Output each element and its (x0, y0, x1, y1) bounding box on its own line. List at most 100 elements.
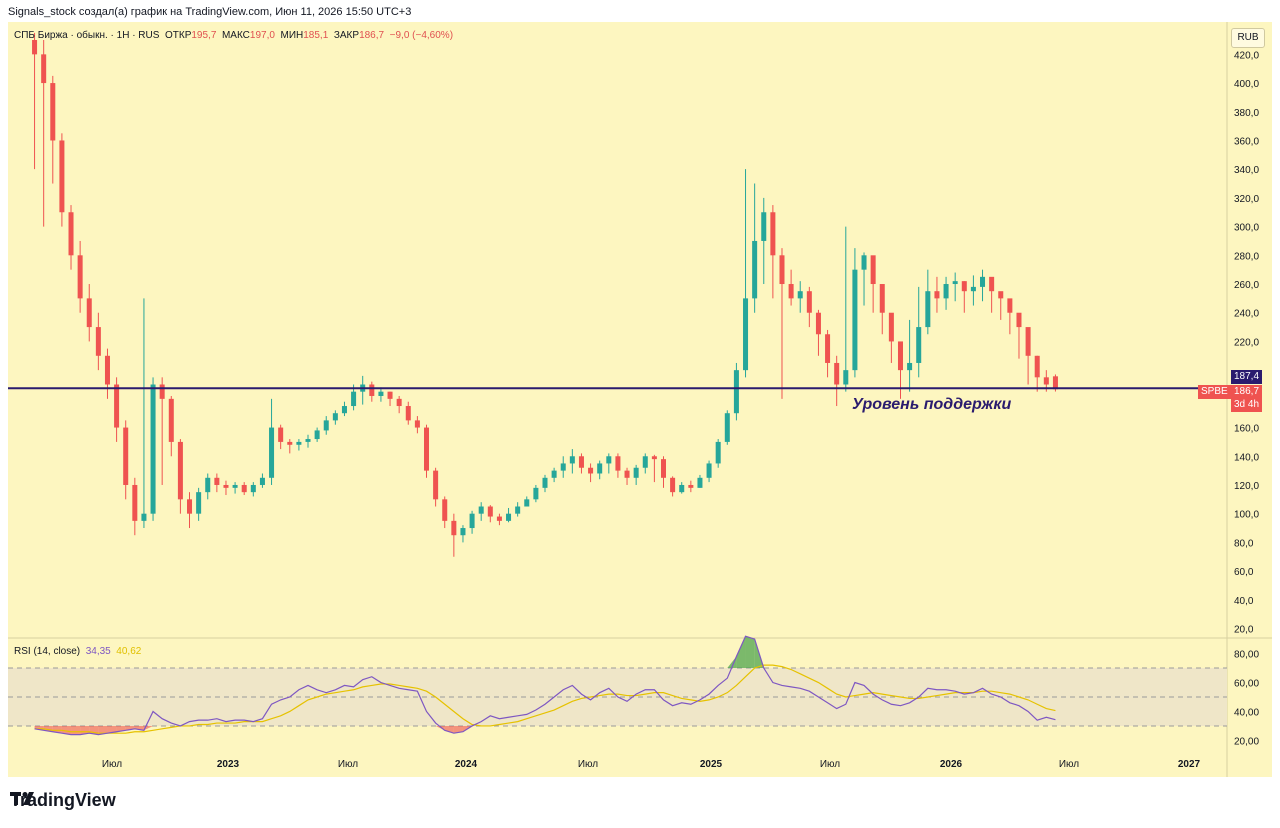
candle-body (296, 441, 302, 445)
candle-body (642, 456, 648, 468)
rsi-overbought-fill (727, 656, 737, 669)
candle-body (369, 384, 375, 396)
candle-body (1034, 355, 1040, 378)
candle-body (825, 334, 831, 363)
rsi-tick-label: 60,00 (1234, 679, 1259, 690)
symbol-legend: СПБ Биржа · обыкн. · 1Н · RUS ОТКР195,7 … (14, 30, 453, 41)
currency-button[interactable]: RUB (1231, 28, 1265, 48)
ticker-tag: SPBE (1198, 385, 1231, 399)
rsi-oversold-fill (143, 725, 154, 731)
candle-body (670, 477, 676, 493)
rsi-ma-value: 40,62 (116, 646, 142, 657)
candle-body (341, 406, 347, 414)
candle-body (961, 281, 967, 292)
candle-body (496, 516, 502, 521)
rsi-oversold-fill (435, 725, 445, 731)
price-tick-label: 320,0 (1234, 194, 1259, 205)
time-tick-label: 2027 (1178, 759, 1201, 770)
rsi-oversold-fill (125, 725, 135, 731)
high-label: МАКС (221, 30, 250, 41)
candle-body (907, 362, 913, 371)
rsi-ma-line (34, 664, 1056, 734)
price-tick-label: 20,0 (1234, 625, 1254, 636)
candle-body (114, 384, 120, 428)
time-tick-label: 2023 (217, 759, 240, 770)
rsi-label[interactable]: RSI (14, close) (14, 646, 81, 657)
candle-body (314, 430, 320, 440)
candle-body (132, 484, 138, 521)
rsi-legend: RSI (14, close) 34,35 40,62 (14, 646, 141, 657)
price-tick-label: 360,0 (1234, 136, 1259, 147)
candle-body (478, 506, 484, 514)
candle-body (59, 140, 65, 213)
time-tick-label: Июл (820, 759, 840, 770)
high-value: 197,0 (249, 30, 275, 41)
candle-body (123, 427, 129, 485)
time-tick-label: Июл (1059, 759, 1079, 770)
candle-body (205, 477, 211, 493)
time-tick-label: Июл (338, 759, 358, 770)
candle-body (396, 398, 402, 407)
candle-body (41, 54, 47, 84)
candle-body (32, 40, 38, 55)
candle-body (779, 255, 785, 285)
rsi-oversold-fill (80, 725, 90, 735)
candle-body (943, 284, 949, 299)
candle-body (1007, 298, 1013, 313)
price-tick-label: 380,0 (1234, 108, 1259, 119)
candle-body (852, 269, 858, 371)
tradingview-brand[interactable]: TradingView (10, 790, 116, 811)
candle-body (451, 520, 457, 536)
rsi-value: 34,35 (85, 646, 111, 657)
candle-body (897, 341, 903, 371)
candle-body (952, 281, 958, 285)
candle-body (86, 298, 92, 328)
time-tick-label: 2025 (700, 759, 723, 770)
symbol-name[interactable]: СПБ Биржа · обыкн. · 1Н · RUS (14, 30, 160, 41)
candle-body (606, 456, 612, 464)
rsi-overbought-fill (745, 636, 755, 669)
candle-body (387, 391, 393, 399)
candle-body (615, 456, 621, 471)
candle-body (578, 456, 584, 468)
price-tick-label: 60,0 (1234, 567, 1254, 578)
rsi-oversold-fill (61, 725, 72, 735)
price-tick-label: 240,0 (1234, 309, 1259, 320)
candle-body (77, 255, 83, 299)
candle-body (305, 439, 311, 442)
candle-body (788, 284, 794, 299)
open-value: 195,7 (191, 30, 217, 41)
candle-body (1016, 312, 1022, 328)
candle-body (688, 484, 694, 488)
candle-body (724, 413, 730, 442)
candle-body (843, 370, 849, 385)
chart-area[interactable] (8, 22, 1272, 777)
rsi-oversold-fill (134, 725, 144, 731)
candle-body (542, 477, 548, 488)
candle-body (278, 427, 284, 442)
price-tick-label: 260,0 (1234, 280, 1259, 291)
candle-body (752, 240, 758, 299)
candle-body (998, 291, 1004, 299)
candle-body (414, 420, 420, 428)
candle-body (733, 370, 739, 414)
candle-body (68, 212, 74, 256)
candle-body (378, 391, 384, 396)
rsi-tick-label: 20,00 (1234, 736, 1259, 747)
candle-body (95, 327, 101, 356)
rsi-tick-label: 40,00 (1234, 707, 1259, 718)
rsi-oversold-fill (52, 725, 62, 734)
open-label: ОТКР (164, 30, 192, 41)
price-tick-label: 160,0 (1234, 424, 1259, 435)
low-label: МИН (280, 30, 304, 41)
candle-body (323, 420, 329, 431)
rsi-overbought-fill (736, 636, 746, 669)
price-tick-label: 80,0 (1234, 538, 1254, 549)
candle-body (405, 406, 411, 421)
candle-body (834, 362, 840, 385)
candle-body (624, 470, 630, 478)
close-value: 186,7 (359, 30, 385, 41)
candle-body (679, 484, 685, 493)
candle-body (533, 487, 539, 500)
